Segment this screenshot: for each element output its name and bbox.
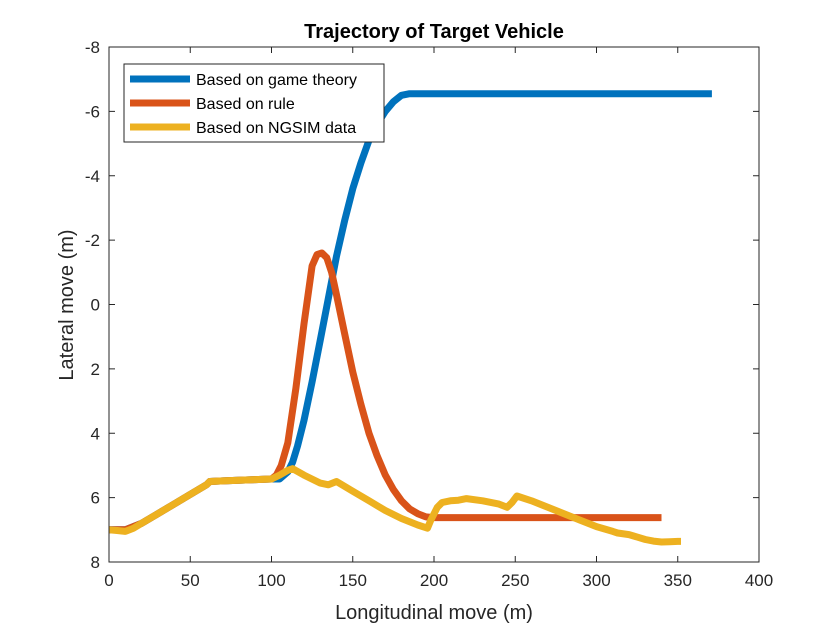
x-axis-label: Longitudinal move (m)	[335, 602, 533, 624]
x-tick-label: 250	[501, 571, 529, 590]
x-tick-label: 150	[339, 571, 367, 590]
x-tick-label: 300	[582, 571, 610, 590]
y-tick-label: 4	[91, 424, 100, 443]
y-tick-label: -2	[85, 231, 100, 250]
y-tick-label: 2	[91, 360, 100, 379]
legend-label: Based on NGSIM data	[196, 120, 356, 137]
y-tick-label: -6	[85, 102, 100, 121]
chart-title: Trajectory of Target Vehicle	[304, 21, 564, 43]
x-tick-label: 200	[420, 571, 448, 590]
x-tick-label: 350	[664, 571, 692, 590]
series-line-3	[108, 465, 682, 546]
y-axis-label: Lateral move (m)	[56, 229, 78, 380]
x-tick-label: 100	[257, 571, 285, 590]
legend: Based on game theory Based on rule Based o…	[123, 63, 385, 143]
series-layer	[108, 90, 712, 546]
x-tick-label: 0	[104, 571, 113, 590]
legend-label: Based on game theory	[196, 72, 357, 89]
x-tick-label: 400	[745, 571, 773, 590]
y-tick-label: -4	[85, 167, 100, 186]
y-tick-label: 0	[91, 296, 100, 315]
x-tick-label: 50	[181, 571, 200, 590]
y-tick-label: -8	[85, 38, 100, 57]
y-tick-label: 8	[91, 553, 100, 572]
tick-layer: 0 50 100 150 200 250 300 350 400 -8 -6 -4 -2 0 2 4 6 8	[85, 38, 773, 590]
y-tick-label: 6	[91, 489, 100, 508]
legend-label: Based on rule	[196, 96, 295, 113]
